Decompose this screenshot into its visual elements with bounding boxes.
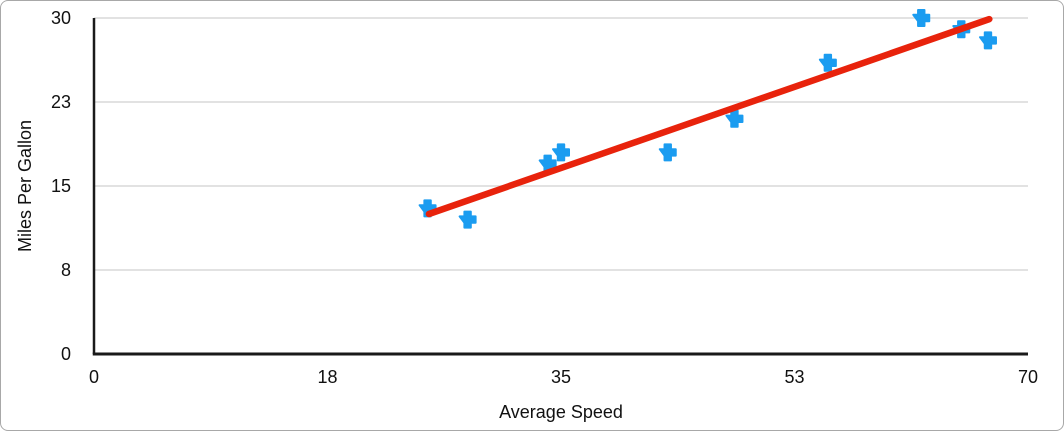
data-point-marker <box>725 109 744 128</box>
y-tick-label: 23 <box>51 92 71 112</box>
x-tick-label: 70 <box>1018 367 1038 387</box>
x-tick-label: 0 <box>89 367 99 387</box>
data-point-marker <box>912 9 931 27</box>
y-tick-label: 8 <box>61 260 71 280</box>
x-tick-label: 18 <box>317 367 337 387</box>
trendline <box>425 15 993 218</box>
data-point-marker <box>458 210 477 229</box>
data-point-marker <box>658 143 677 162</box>
y-axis-title: Miles Per Gallon <box>15 120 35 252</box>
data-point-marker <box>978 31 997 50</box>
data-point-marker <box>552 143 570 162</box>
x-tick-label: 35 <box>551 367 571 387</box>
y-tick-label: 30 <box>51 8 71 28</box>
plot-area: 0 8 15 23 30 0 18 35 53 70 <box>51 8 1038 387</box>
y-tick-label: 15 <box>51 176 71 196</box>
x-tick-label: 53 <box>784 367 804 387</box>
x-axis-title: Average Speed <box>499 402 623 422</box>
data-point-marker <box>818 53 837 72</box>
y-tick-label: 0 <box>61 344 71 364</box>
